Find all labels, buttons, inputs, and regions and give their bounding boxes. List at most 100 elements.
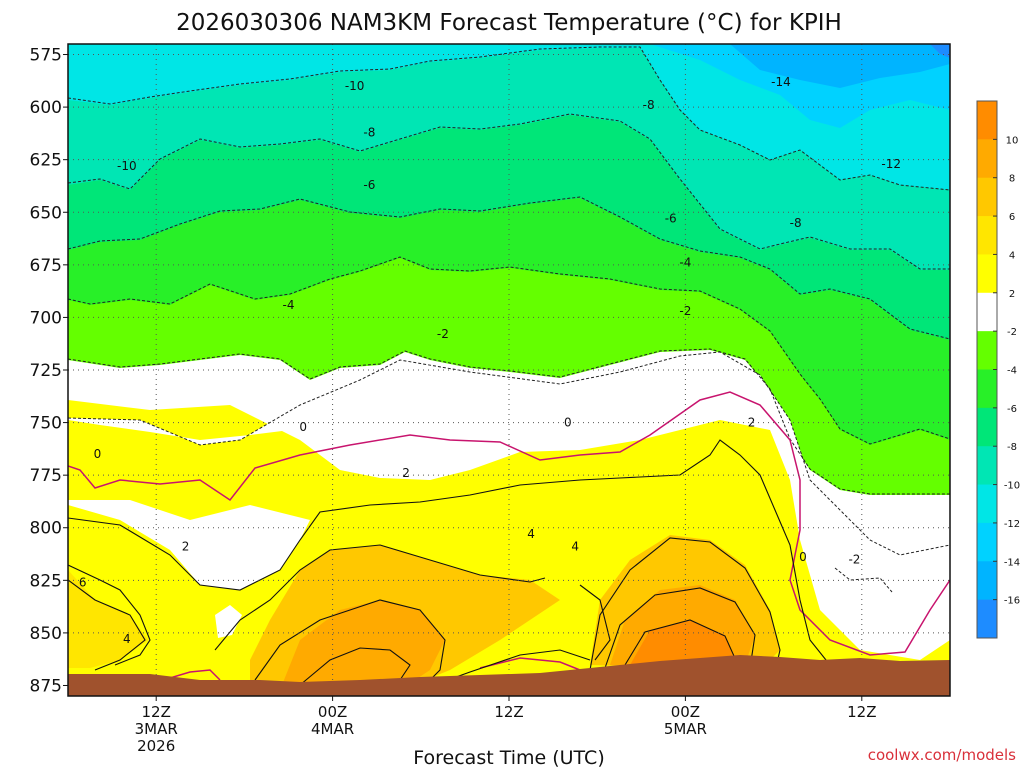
contour-label: 0 [799, 550, 807, 564]
contour-label: 0 [299, 420, 307, 434]
band-neg16 [930, 44, 950, 58]
x-tick-label: 3MAR [135, 720, 178, 738]
contour-label: -12 [881, 157, 901, 171]
x-tick-label: 00Z [318, 703, 347, 721]
contour-label: -2 [679, 304, 691, 318]
colorbar-label: 8 [1009, 174, 1015, 185]
contour-label: -6 [665, 212, 677, 226]
y-tick-label: 725 [30, 361, 62, 381]
contour-neg6 [68, 256, 950, 445]
y-tick-label: 675 [30, 256, 62, 276]
y-tick-label: 800 [30, 519, 62, 539]
x-axis-label: Forecast Time (UTC) [413, 747, 604, 768]
contour-6-right [604, 587, 756, 669]
colorbar-swatch [977, 369, 997, 409]
colorbar-swatch [977, 139, 997, 179]
y-tick-label: 750 [30, 414, 62, 434]
colorbar-label: -4 [1007, 366, 1017, 377]
contour-zero-main [68, 391, 950, 656]
contour-label: -8 [363, 125, 375, 139]
zero-contours [68, 391, 950, 681]
colorbar-label: -6 [1007, 404, 1017, 415]
contour-label: -4 [679, 256, 691, 270]
contour-label: -10 [345, 79, 365, 93]
colorbar-label: 6 [1009, 212, 1015, 223]
credit-text: coolwx.com/models [868, 746, 1016, 764]
y-tick-label: 825 [30, 571, 62, 591]
contour-4-right [579, 584, 611, 661]
x-tick-label: 4MAR [311, 720, 354, 738]
colorbar-swatch [977, 177, 997, 217]
contour-label: 4 [527, 527, 535, 541]
x-tick-label: 12Z [494, 703, 523, 721]
colorbar-swatch [977, 216, 997, 255]
contour-label: -2 [848, 552, 860, 566]
contour-label: -10 [117, 159, 137, 173]
colorbar-label: 10 [1006, 135, 1019, 146]
contour-label: -6 [363, 178, 375, 192]
contour-4-mid [214, 544, 546, 651]
colorbar-swatch [977, 254, 997, 294]
x-tick-label: 5MAR [664, 720, 707, 738]
contour-label: -8 [790, 216, 802, 230]
chart-title: 2026030306 NAM3KM Forecast Temperature (… [176, 10, 842, 36]
contour-zero-lower [169, 669, 221, 681]
contour-label: 2 [402, 466, 410, 480]
colorbar-label: 2 [1009, 289, 1015, 300]
band-neg12-neg14 [68, 44, 950, 128]
band-8-10-right [630, 620, 735, 665]
contour-label: 4 [123, 632, 131, 646]
contour-label: 4 [571, 540, 579, 554]
band-white-notch [215, 605, 242, 638]
contour-label: -14 [771, 75, 791, 89]
colorbar-swatch [977, 331, 997, 370]
contour-zero-lower-mid [479, 657, 581, 671]
colorbar-swatch [977, 446, 997, 486]
contour-4-left [68, 579, 146, 671]
contour-neg12 [68, 46, 950, 191]
contour-neg2 [68, 351, 950, 556]
contour-6-mid [254, 599, 446, 686]
temperature-field [68, 44, 950, 696]
colorbar-swatch [977, 522, 997, 562]
contour-8-mid [299, 647, 411, 686]
colorbar-label: -10 [1004, 481, 1020, 492]
colorbar-swatch [977, 407, 997, 447]
contour-neg4 [68, 348, 950, 495]
y-tick-label: 625 [30, 151, 62, 171]
y-tick-label: 650 [30, 203, 62, 223]
colorbar-label: -16 [1004, 596, 1020, 607]
band-0-2-lower [68, 500, 310, 590]
contour-label: 2 [748, 416, 756, 430]
colorbar-label: -8 [1007, 442, 1017, 453]
contour-label: -4 [283, 298, 295, 312]
colorbar-swatch [977, 101, 997, 140]
x-tick-label: 12Z [847, 703, 876, 721]
contour-label: 0 [94, 447, 102, 461]
colorbar: 10 8 6 4 2 -2 -4 -6 -8 -10 -12 -14 -16 [976, 100, 1020, 639]
contour-label: 6 [79, 575, 87, 589]
y-tick-label: 775 [30, 466, 62, 486]
colorbar-swatch [977, 599, 997, 639]
x-tick-label: 00Z [671, 703, 700, 721]
colorbar-label: -12 [1004, 519, 1020, 530]
colorbar-label: -14 [1004, 557, 1020, 568]
band-neg10-neg12 [68, 44, 950, 190]
y-tick-label: 700 [30, 308, 62, 328]
x-tick-label: 12Z [142, 703, 171, 721]
y-tick-label: 850 [30, 624, 62, 644]
colorbar-label: 4 [1009, 250, 1015, 261]
colorbar-label: -2 [1007, 327, 1017, 338]
contour-8-right [624, 619, 739, 666]
contour-4-right-main [589, 537, 781, 673]
contour-neg10 [68, 113, 950, 270]
band-neg14-neg16 [730, 44, 950, 88]
y-tick-label: 600 [30, 98, 62, 118]
y-tick-label: 875 [30, 676, 62, 696]
contour-label: -2 [437, 327, 449, 341]
terrain [68, 655, 950, 696]
contour-2 [68, 439, 831, 666]
colorbar-swatch [977, 484, 997, 524]
